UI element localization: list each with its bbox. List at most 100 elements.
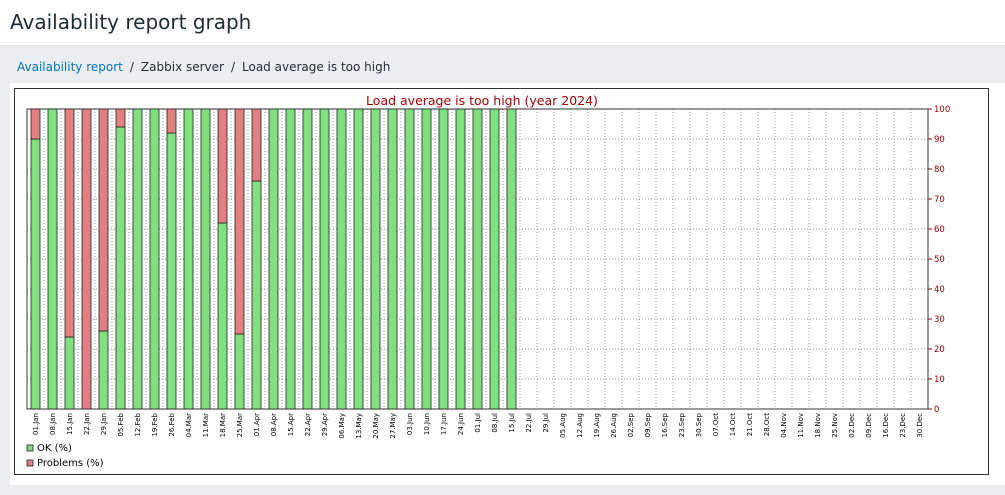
x-tick-label: 05.Aug: [559, 413, 567, 438]
page-title: Availability report graph: [10, 10, 252, 34]
x-tick-label: 19.Aug: [593, 413, 601, 438]
x-tick-label: 07.Oct: [712, 413, 720, 436]
bar-segment: [217, 108, 228, 224]
x-tick-label: 25.Mar: [236, 413, 244, 437]
chart: Load average is too high (year 2024) 0 10…: [14, 88, 989, 475]
bar-segment: [404, 108, 415, 410]
bar-segment: [353, 108, 364, 410]
x-tick-label: 08.Jul: [491, 413, 499, 433]
legend-swatch: [26, 459, 34, 467]
bar-segment: [438, 108, 449, 410]
bar-segment: [64, 336, 75, 410]
y-tick-label: 20: [934, 345, 945, 355]
x-tick-label: 20.May: [372, 413, 380, 439]
breadcrumb-link[interactable]: Availability report: [17, 60, 123, 74]
x-tick-label: 02.Sep: [627, 412, 635, 437]
x-tick-label: 08.Apr: [270, 413, 278, 436]
y-tick-label: 0: [934, 405, 939, 415]
y-tick-label: 50: [934, 255, 945, 265]
x-tick-label: 30.Dec: [916, 413, 924, 438]
x-tick-label: 22.Apr: [304, 413, 312, 436]
x-tick-label: 15.Jul: [508, 413, 516, 433]
x-tick-label: 05.Feb: [117, 412, 125, 436]
x-tick-label: 03.Jun: [406, 413, 414, 435]
x-tick-label: 01.Jan: [32, 413, 40, 435]
bar-segment: [421, 108, 432, 410]
x-tick-label: 23.Dec: [899, 413, 907, 438]
bar-segment: [285, 108, 296, 410]
bar-segment: [302, 108, 313, 410]
x-tick-label: 04.Mar: [185, 413, 193, 437]
x-tick-label: 12.Aug: [576, 413, 584, 438]
bar-segment: [47, 108, 58, 410]
y-tick-label: 40: [934, 285, 945, 295]
legend-label: Problems (%): [37, 458, 104, 469]
bar-segment: [370, 108, 381, 410]
bar-segment: [234, 333, 245, 410]
bar-segment: [115, 126, 126, 410]
bar-segment: [30, 108, 41, 140]
breadcrumb: Zabbix server: [140, 60, 224, 74]
chart-title: Load average is too high (year 2024): [366, 93, 598, 108]
bar-segment: [98, 330, 109, 410]
x-tick-label: 08.Jan: [49, 413, 57, 435]
x-tick-label: 29.Apr: [321, 413, 329, 436]
x-tick-label: 25.Nov: [831, 413, 839, 438]
bar-segment: [149, 108, 160, 410]
x-tick-label: 29.Jul: [542, 413, 550, 433]
x-tick-label: 22.Jan: [83, 413, 91, 435]
x-tick-label: 23.Sep: [678, 412, 686, 437]
x-tick-label: 09.Sep: [644, 412, 652, 437]
y-tick-label: 60: [934, 225, 945, 235]
legend-label: OK (%): [37, 443, 72, 454]
bar-segment: [455, 108, 466, 410]
bar-segment: [166, 108, 177, 134]
bar-segment: [200, 108, 211, 410]
x-tick-label: 17.Jun: [440, 413, 448, 435]
y-tick-label: 30: [934, 315, 945, 325]
x-tick-label: 29.Jan: [100, 413, 108, 435]
breadcrumbs: Availability report / Zabbix server / Load a…: [17, 60, 390, 74]
x-tick-label: 14.Oct: [729, 413, 737, 436]
x-tick-label: 18.Nov: [814, 413, 822, 438]
x-tick-label: 16.Dec: [882, 413, 890, 438]
y-tick-label: 70: [934, 195, 945, 205]
x-tick-label: 11.Nov: [797, 413, 805, 438]
x-tick-label: 09.Dec: [865, 413, 873, 438]
bar-segment: [115, 108, 126, 128]
chart-frame: [14, 88, 989, 475]
bar-segment: [81, 108, 92, 410]
breadcrumb: Load average is too high: [242, 60, 391, 74]
y-tick-label: 90: [934, 135, 945, 145]
x-tick-label: 04.Nov: [780, 413, 788, 438]
legend-swatch: [26, 444, 34, 452]
bar-segment: [489, 108, 500, 410]
x-tick-label: 21.Oct: [746, 413, 754, 436]
bar-segment: [183, 108, 194, 410]
bar-segment: [234, 108, 245, 335]
bar-segment: [336, 108, 347, 410]
x-tick-label: 18.Mar: [219, 413, 227, 437]
x-tick-label: 26.Aug: [610, 413, 618, 438]
panel: Load average is too high (year 2024) 0 10…: [10, 83, 1005, 485]
bar-segment: [387, 108, 398, 410]
x-tick-label: 15.Jan: [66, 413, 74, 435]
bar-segment: [98, 108, 109, 332]
bar-segment: [319, 108, 330, 410]
bar-segment: [251, 180, 262, 410]
x-tick-label: 28.Oct: [763, 413, 771, 436]
x-tick-label: 15.Apr: [287, 413, 295, 436]
bar-segment: [217, 222, 228, 410]
bar-segment: [472, 108, 483, 410]
y-tick-label: 80: [934, 165, 945, 175]
x-tick-label: 10.Jun: [423, 413, 431, 435]
bar-segment: [132, 108, 143, 410]
x-tick-label: 11.Mar: [202, 413, 210, 437]
x-tick-label: 22.Jul: [525, 413, 533, 433]
bar-segment: [506, 108, 517, 410]
x-tick-label: 01.Jul: [474, 413, 482, 433]
x-tick-label: 06.May: [338, 413, 346, 439]
bar-segment: [251, 108, 262, 182]
bar-segment: [166, 132, 177, 410]
